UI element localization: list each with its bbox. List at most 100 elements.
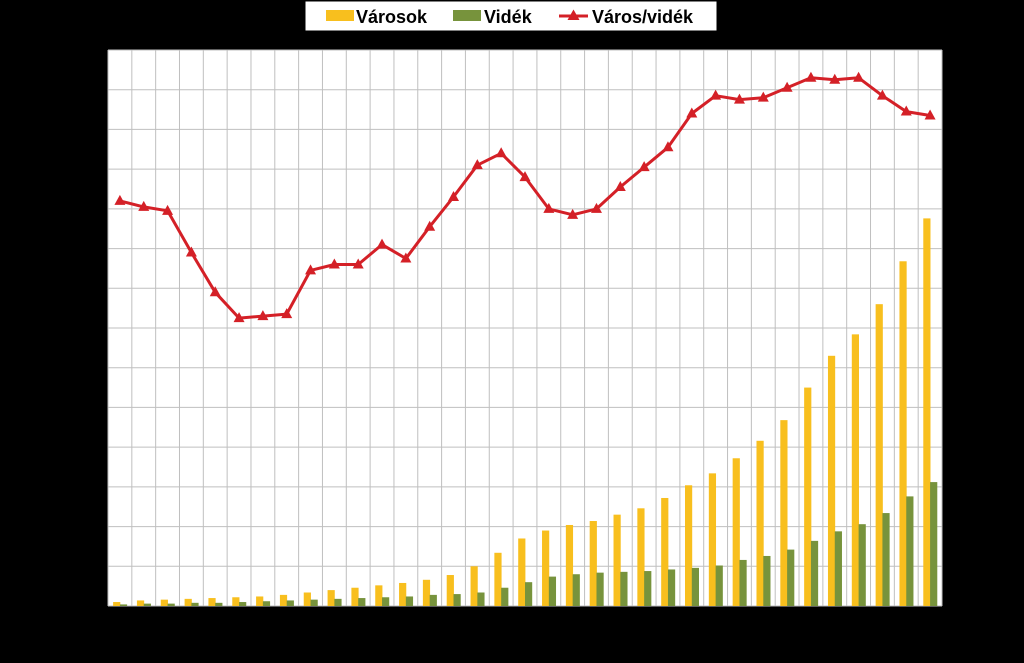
ratio-point <box>138 200 150 211</box>
bar-rural <box>286 600 294 606</box>
legend-swatch-ratio-marker <box>567 9 580 20</box>
ratio-point <box>638 161 650 172</box>
bar-rural <box>477 592 485 606</box>
ratio-line-layer <box>114 71 936 323</box>
bar-cities <box>923 218 931 607</box>
ratio-point <box>257 310 269 321</box>
bar-cities <box>351 587 359 606</box>
ratio-point <box>900 105 912 116</box>
bar-rural <box>382 597 390 606</box>
bar-rural <box>667 569 676 606</box>
ratio-point <box>114 194 126 205</box>
bar-cities <box>756 440 764 606</box>
bar-rural <box>239 602 247 606</box>
ratio-point <box>686 107 698 118</box>
legend-label-cities: Városok <box>356 7 428 27</box>
ratio-point <box>924 109 936 120</box>
ratio-point <box>424 220 436 231</box>
ratio-point <box>876 89 888 100</box>
ratio-point <box>233 312 245 323</box>
bar-cities <box>589 521 597 606</box>
bar-cities <box>327 590 335 606</box>
bar-rural <box>119 604 128 606</box>
legend-swatch-cities <box>326 10 354 21</box>
ratio-point <box>614 181 626 192</box>
bar-rural <box>453 594 461 606</box>
bar-rural <box>930 482 938 606</box>
legend: Városok Vidék Város/vidék <box>304 0 718 32</box>
bar-rural <box>501 587 509 606</box>
bar-cities <box>136 600 145 606</box>
bar-cities <box>851 334 859 606</box>
ratio-point <box>590 202 602 213</box>
bar-rural <box>167 603 175 606</box>
ratio-point <box>471 159 483 170</box>
bar-rural <box>787 549 795 606</box>
ratio-point <box>281 308 293 319</box>
bar-cities <box>232 597 240 606</box>
bar-cities <box>875 304 883 606</box>
bar-cities <box>565 524 574 606</box>
bar-rural <box>310 599 318 606</box>
bar-cities <box>160 599 168 606</box>
bar-cities <box>613 514 621 606</box>
bar-rural <box>572 574 580 606</box>
ratio-point <box>543 202 555 213</box>
bar-cities <box>518 538 526 606</box>
bar-rural <box>262 601 271 606</box>
bar-cities <box>375 585 383 606</box>
bar-rural <box>691 567 699 606</box>
ratio-point <box>328 258 340 269</box>
bar-cities <box>113 602 121 606</box>
bar-cities <box>494 552 502 606</box>
ratio-point <box>376 238 388 249</box>
bar-rural <box>858 524 866 606</box>
ratio-point <box>710 89 722 100</box>
bar-cities <box>422 579 431 606</box>
bar-cities <box>279 594 288 606</box>
ratio-point <box>305 264 317 275</box>
bar-rural <box>358 598 366 606</box>
bar-rural <box>906 496 914 606</box>
ratio-point <box>352 258 364 269</box>
legend-label-ratio: Város/vidék <box>592 7 694 27</box>
bar-cities <box>708 473 717 606</box>
bar-cities <box>827 355 836 606</box>
bar-cities <box>208 598 216 606</box>
ratio-point <box>162 204 174 215</box>
bar-rural <box>143 603 151 606</box>
grid <box>107 49 943 607</box>
ratio-point <box>495 147 507 158</box>
ratio-point <box>448 190 460 201</box>
ratio-point <box>853 71 865 82</box>
bar-rural <box>620 571 628 606</box>
bar-cities <box>184 598 192 606</box>
bar-cities <box>542 530 550 606</box>
ratio-point <box>519 171 531 182</box>
ratio-point <box>185 246 197 257</box>
bar-rural <box>882 513 890 606</box>
bar-cities <box>470 566 478 606</box>
ratio-point <box>662 141 674 152</box>
ratio-point <box>805 71 817 82</box>
bar-cities <box>804 387 812 606</box>
bar-cities <box>780 420 788 606</box>
ratio-point <box>781 81 793 92</box>
bar-cities <box>303 592 311 606</box>
bar-rural <box>644 571 652 606</box>
bar-rural <box>334 598 342 606</box>
bar-rural <box>191 602 199 606</box>
bar-cities <box>399 582 407 606</box>
bar-cities <box>637 508 645 606</box>
bar-cities <box>256 596 264 606</box>
bar-rural <box>715 565 723 606</box>
ratio-point <box>733 93 745 104</box>
legend-box <box>304 0 718 32</box>
ratio-point <box>829 73 841 84</box>
bar-cities <box>446 575 454 606</box>
bar-rural <box>429 594 437 606</box>
bar-rural <box>739 559 747 606</box>
bar-rural <box>215 602 223 606</box>
